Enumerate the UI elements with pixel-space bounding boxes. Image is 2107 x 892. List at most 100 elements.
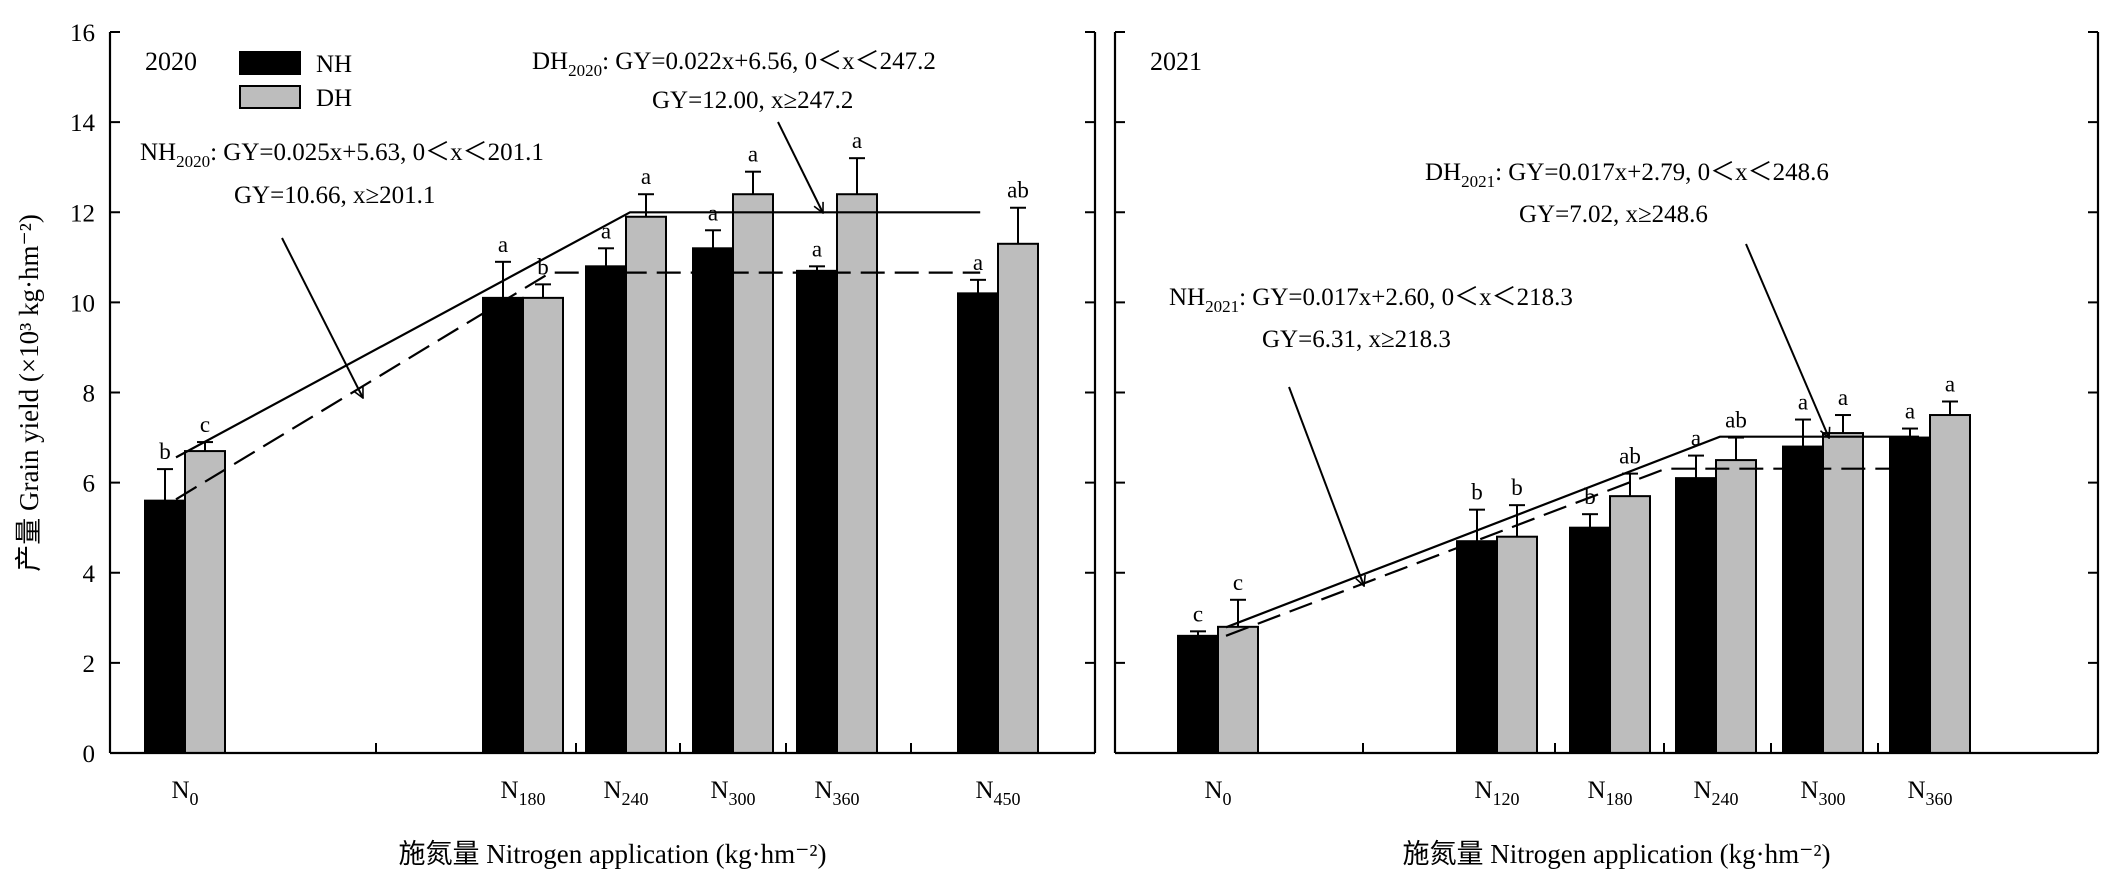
bar-nh-2020-360 <box>796 269 838 754</box>
annotation-arrow-nh-2020 <box>281 237 364 398</box>
bar-dh-2021-300 <box>1822 432 1864 754</box>
fit-line-dh-2020 <box>175 211 981 459</box>
bar-nh-2021-300 <box>1782 445 1824 754</box>
fit-line-dh-2021 <box>1225 435 1919 629</box>
fit-equation-dh-line1: DH2020: GY=0.022x+6.56, 0＜x＜247.2 <box>532 48 936 80</box>
x-tick-label: N300 <box>710 777 755 809</box>
significance-letter: ab <box>1007 178 1029 203</box>
equation-year-sub: 2021 <box>1205 297 1239 316</box>
x-tick-label: N240 <box>603 777 648 809</box>
fit-equation-dh-line1: DH2021: GY=0.017x+2.79, 0＜x＜248.6 <box>1425 159 1829 191</box>
y-tick-label: 4 <box>83 561 96 588</box>
x-tick-label-sub: 360 <box>1926 789 1953 809</box>
bar-nh-2021-180 <box>1569 526 1611 754</box>
bar-dh-2020-300 <box>732 193 774 755</box>
x-tick-label-sub: 120 <box>1493 789 1520 809</box>
bar-dh-2020-240 <box>625 215 667 755</box>
y-tick-label: 8 <box>83 381 96 408</box>
x-tick-label-base: N <box>814 777 832 804</box>
fit-equation-nh-line2: GY=6.31, x≥218.3 <box>1262 326 1451 353</box>
fit-line-nh-2021 <box>1225 467 1919 637</box>
fit-equation-dh-line2: GY=7.02, x≥248.6 <box>1519 201 1708 228</box>
x-tick-label-sub: 360 <box>833 789 860 809</box>
equation-series: DH <box>1425 159 1461 186</box>
significance-letter: a <box>1905 399 1915 424</box>
bar-nh-2020-300 <box>692 247 734 755</box>
significance-letter: ab <box>1619 444 1641 469</box>
x-tick-label-base: N <box>500 777 518 804</box>
x-tick-label-sub: 0 <box>190 789 199 809</box>
bar-nh-2020-450 <box>957 292 999 754</box>
bar-dh-2020-450 <box>997 242 1039 754</box>
significance-letter: b <box>1584 484 1596 509</box>
fit-equation-nh-line1: NH2020: GY=0.025x+5.63, 0＜x＜201.1 <box>140 139 544 171</box>
y-tick-label: 0 <box>83 741 96 768</box>
x-tick-label: N180 <box>1587 777 1632 809</box>
bar-nh-2020-240 <box>585 265 627 754</box>
x-tick-label: N300 <box>1800 777 1845 809</box>
significance-letter: a <box>498 232 508 257</box>
annotation-arrow-dh-2020 <box>777 121 824 213</box>
bar-dh-2021-0 <box>1217 625 1259 755</box>
annotation-arrow-nh-2021 <box>1288 386 1364 586</box>
x-tick-label: N0 <box>171 777 198 809</box>
x-tick-label-base: N <box>1800 777 1818 804</box>
x-tick-label-sub: 0 <box>1223 789 1232 809</box>
x-tick-label-sub: 300 <box>1819 789 1846 809</box>
panel-label: 2020 <box>145 47 197 76</box>
significance-letter: b <box>1511 475 1523 500</box>
equation-text: : GY=0.017x+2.60, 0＜x＜218.3 <box>1239 284 1573 311</box>
annotation-arrow-dh-2021 <box>1745 243 1829 438</box>
significance-letter: a <box>641 164 651 189</box>
bar-dh-2021-360 <box>1929 414 1971 754</box>
significance-letter: a <box>1838 385 1848 410</box>
x-tick-label-base: N <box>603 777 621 804</box>
x-tick-label: N450 <box>975 777 1020 809</box>
x-tick-label: N360 <box>814 777 859 809</box>
legend-swatch-nh <box>239 51 301 75</box>
significance-letter: a <box>748 142 758 167</box>
significance-letter: ab <box>1725 408 1747 433</box>
y-tick-label: 12 <box>70 200 95 227</box>
bar-nh-2021-0 <box>1177 634 1219 755</box>
legend-label-nh: NH <box>316 51 352 78</box>
x-tick-label-sub: 180 <box>519 789 546 809</box>
significance-letter: b <box>159 439 171 464</box>
significance-letter: a <box>1945 372 1955 397</box>
x-tick-label-base: N <box>1693 777 1711 804</box>
legend-swatch-dh <box>239 85 301 109</box>
equation-year-sub: 2020 <box>176 152 210 171</box>
bar-nh-2020-180 <box>482 296 524 754</box>
x-tick-label: N0 <box>1204 777 1231 809</box>
x-tick-label-sub: 450 <box>994 789 1021 809</box>
x-tick-label-base: N <box>710 777 728 804</box>
significance-letter: a <box>812 236 822 261</box>
significance-letter: a <box>601 218 611 243</box>
equation-text: : GY=0.025x+5.63, 0＜x＜201.1 <box>210 139 544 166</box>
bar-dh-2020-0 <box>184 450 226 754</box>
significance-letter: a <box>1691 426 1701 451</box>
significance-letter: a <box>708 200 718 225</box>
significance-letter: c <box>1193 601 1203 626</box>
significance-letter: b <box>1471 480 1483 505</box>
equation-year-sub: 2021 <box>1461 172 1495 191</box>
panel-label: 2021 <box>1150 47 1202 76</box>
x-tick-label-base: N <box>1474 777 1492 804</box>
equation-text: : GY=0.017x+2.79, 0＜x＜248.6 <box>1495 159 1829 186</box>
significance-letter: a <box>973 250 983 275</box>
y-tick-label: 2 <box>83 651 96 678</box>
fit-line-nh-2020 <box>175 271 981 501</box>
bar-dh-2020-180 <box>522 296 564 754</box>
x-tick-label: N360 <box>1907 777 1952 809</box>
x-tick-label-sub: 240 <box>622 789 649 809</box>
equation-series: NH <box>140 139 176 166</box>
equation-series: NH <box>1169 284 1205 311</box>
y-tick-label: 6 <box>83 471 96 498</box>
bar-nh-2021-360 <box>1889 436 1931 754</box>
bar-dh-2021-180 <box>1609 495 1651 754</box>
x-tick-label-base: N <box>1907 777 1925 804</box>
fit-equation-nh-line2: GY=10.66, x≥201.1 <box>234 182 435 209</box>
fit-equation-dh-line2: GY=12.00, x≥247.2 <box>652 87 853 114</box>
